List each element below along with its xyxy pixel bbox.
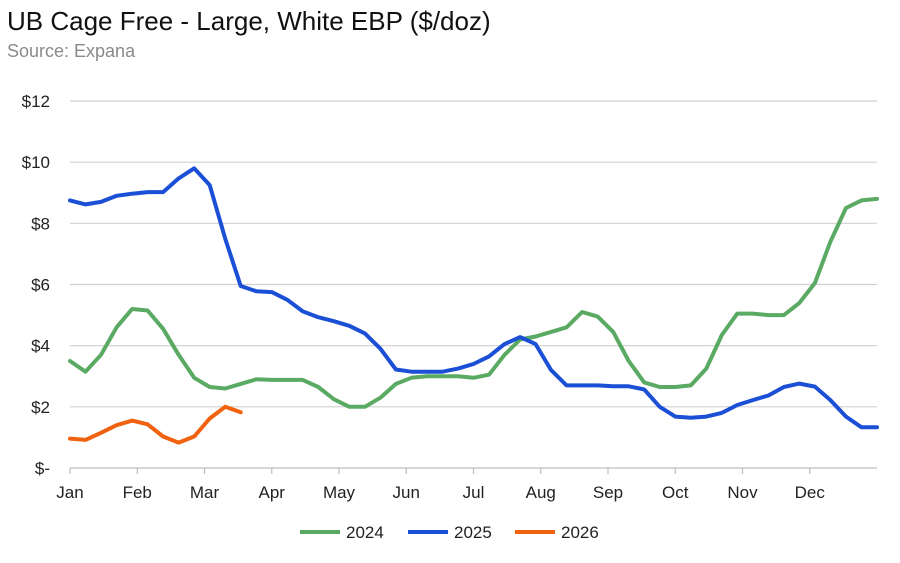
x-tick-label: Sep [593, 483, 623, 502]
y-tick-label: $- [35, 459, 50, 478]
x-tick-label: Aug [526, 483, 556, 502]
chart-subtitle: Source: Expana [7, 41, 136, 61]
legend-label-2025: 2025 [454, 523, 492, 542]
series-lines [68, 166, 879, 445]
y-axis-ticks: $- $2 $4 $6 $8 $10 $12 [22, 92, 50, 478]
y-tick-label: $10 [22, 153, 50, 172]
gridlines [70, 100, 877, 408]
x-axis: Jan Feb Mar Apr May Jun Jul Aug Sep Oct Nov Dec [56, 467, 877, 502]
y-tick-label: $8 [31, 214, 50, 233]
legend: 2024 2025 2026 [300, 523, 599, 542]
y-tick-label: $4 [31, 337, 50, 356]
chart-title: UB Cage Free - Large, White EBP ($/doz) [7, 6, 491, 36]
series-line-2026 [68, 404, 243, 445]
y-tick-label: $6 [31, 276, 50, 295]
x-tick-label: Feb [123, 483, 152, 502]
x-tick-label: Jun [393, 483, 420, 502]
y-tick-label: $12 [22, 92, 50, 111]
x-tick-label: Jul [463, 483, 485, 502]
y-tick-label: $2 [31, 398, 50, 417]
legend-label-2024: 2024 [346, 523, 384, 542]
x-tick-label: Mar [190, 483, 220, 502]
x-tick-label: Dec [795, 483, 826, 502]
series-line-2024 [68, 196, 879, 409]
legend-label-2026: 2026 [561, 523, 599, 542]
x-tick-label: Jan [56, 483, 83, 502]
x-tick-label: May [323, 483, 356, 502]
x-tick-label: Apr [259, 483, 286, 502]
series-line-2025 [68, 166, 879, 430]
x-tick-label: Nov [727, 483, 758, 502]
x-tick-label: Oct [662, 483, 689, 502]
